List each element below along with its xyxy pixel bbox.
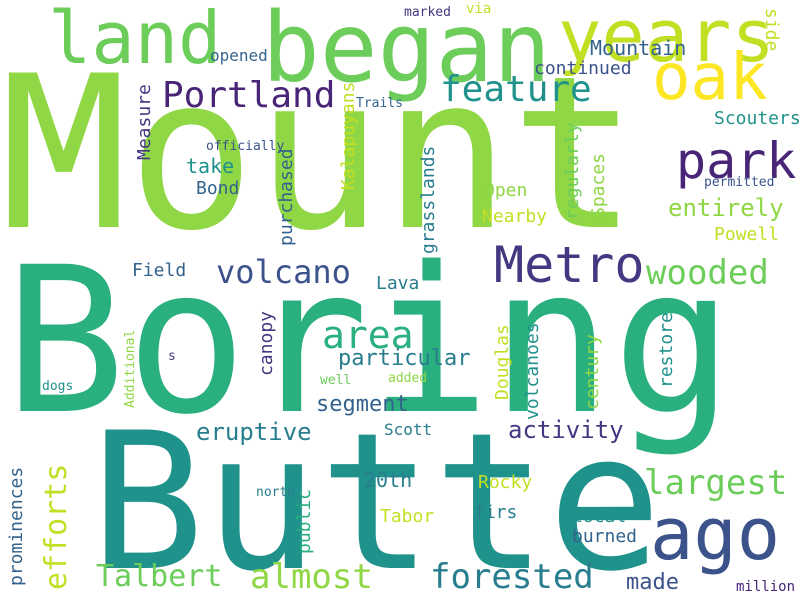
- word-regularly: regularly: [562, 122, 583, 220]
- word-largest: largest: [644, 463, 788, 503]
- word-rocky: Tabor: [380, 506, 435, 527]
- word-marked: via: [466, 1, 492, 17]
- word-s: officially: [206, 139, 285, 154]
- word-powell: Scouters: [714, 108, 800, 129]
- word-bond: take: [186, 154, 235, 178]
- word-public: public: [294, 488, 315, 554]
- word-volcano: volcano: [216, 253, 351, 291]
- word-particular: activity: [508, 416, 624, 444]
- word-via: opened: [210, 46, 268, 65]
- word-land: land: [48, 0, 222, 80]
- word-opened: million: [736, 579, 796, 595]
- word-20th: Bond: [196, 178, 240, 199]
- word-lava: Field: [132, 260, 187, 281]
- word-forested: forested: [430, 557, 594, 597]
- word-volcanoes: volcanoes: [522, 322, 543, 420]
- word-mountain: Lava: [376, 273, 420, 294]
- word-tabor: Scott: [384, 420, 433, 439]
- word-feature: feature: [440, 69, 592, 110]
- word-prominences: prominences: [6, 466, 27, 586]
- word-north: added: [388, 371, 428, 386]
- word-open: Nearby: [482, 206, 548, 227]
- word-butte: Butte: [90, 392, 662, 600]
- word-park: park: [676, 132, 797, 190]
- word-area: area: [322, 313, 414, 357]
- word-mount: Mount: [0, 30, 639, 277]
- word-permitted: Trails: [356, 96, 403, 111]
- word-trails: marked: [404, 5, 451, 20]
- word-canopy: canopy: [256, 310, 277, 376]
- word-began: began: [262, 0, 551, 104]
- word-century: century: [582, 334, 603, 410]
- word-officially: permitted: [704, 175, 775, 190]
- word-metro: Metro: [494, 236, 645, 294]
- word-ago: ago: [650, 492, 781, 576]
- word-continued: Mountain: [590, 36, 687, 60]
- word-scouters: continued: [534, 58, 632, 79]
- word-million: made: [626, 570, 679, 595]
- word-almost: almost: [250, 557, 373, 597]
- word-entirely: efforts: [39, 463, 74, 590]
- word-measure: side: [761, 8, 782, 52]
- word-burned: local: [572, 506, 627, 527]
- word-eruptive: entirely: [668, 194, 784, 222]
- word-firs: Rocky: [478, 472, 533, 493]
- word-kalapuyans: Kalapuyans: [338, 81, 359, 190]
- word-restore: restore: [656, 312, 677, 388]
- word-made: burned: [572, 526, 638, 547]
- word-side: north: [256, 485, 296, 500]
- word-wooded: wooded: [646, 253, 769, 293]
- word-portland: Portland: [162, 75, 336, 116]
- word-douglas: Douglas: [492, 324, 513, 400]
- word-additional: Additional: [123, 329, 138, 408]
- word-oak: oak: [652, 41, 768, 115]
- word-local: firs: [474, 502, 518, 523]
- word-years: years: [558, 0, 775, 78]
- word-take: Open: [484, 180, 528, 201]
- word-dogs: s: [168, 349, 176, 364]
- word-talbert: Talbert: [96, 559, 223, 594]
- word-boring: Boring: [4, 223, 734, 459]
- word-segment: particular: [338, 346, 471, 371]
- word-efforts: Measure: [134, 84, 155, 160]
- word-well: dogs: [42, 379, 74, 394]
- word-field: segment: [316, 392, 409, 417]
- word-spaces: Spaces: [588, 152, 609, 218]
- word-activity: eruptive: [196, 418, 312, 446]
- word-scott: 20th: [364, 468, 413, 492]
- word-added: well: [320, 373, 352, 388]
- word-grasslands: grasslands: [418, 145, 439, 254]
- word-nearby: Powell: [714, 224, 780, 245]
- word-purchased: purchased: [276, 148, 297, 246]
